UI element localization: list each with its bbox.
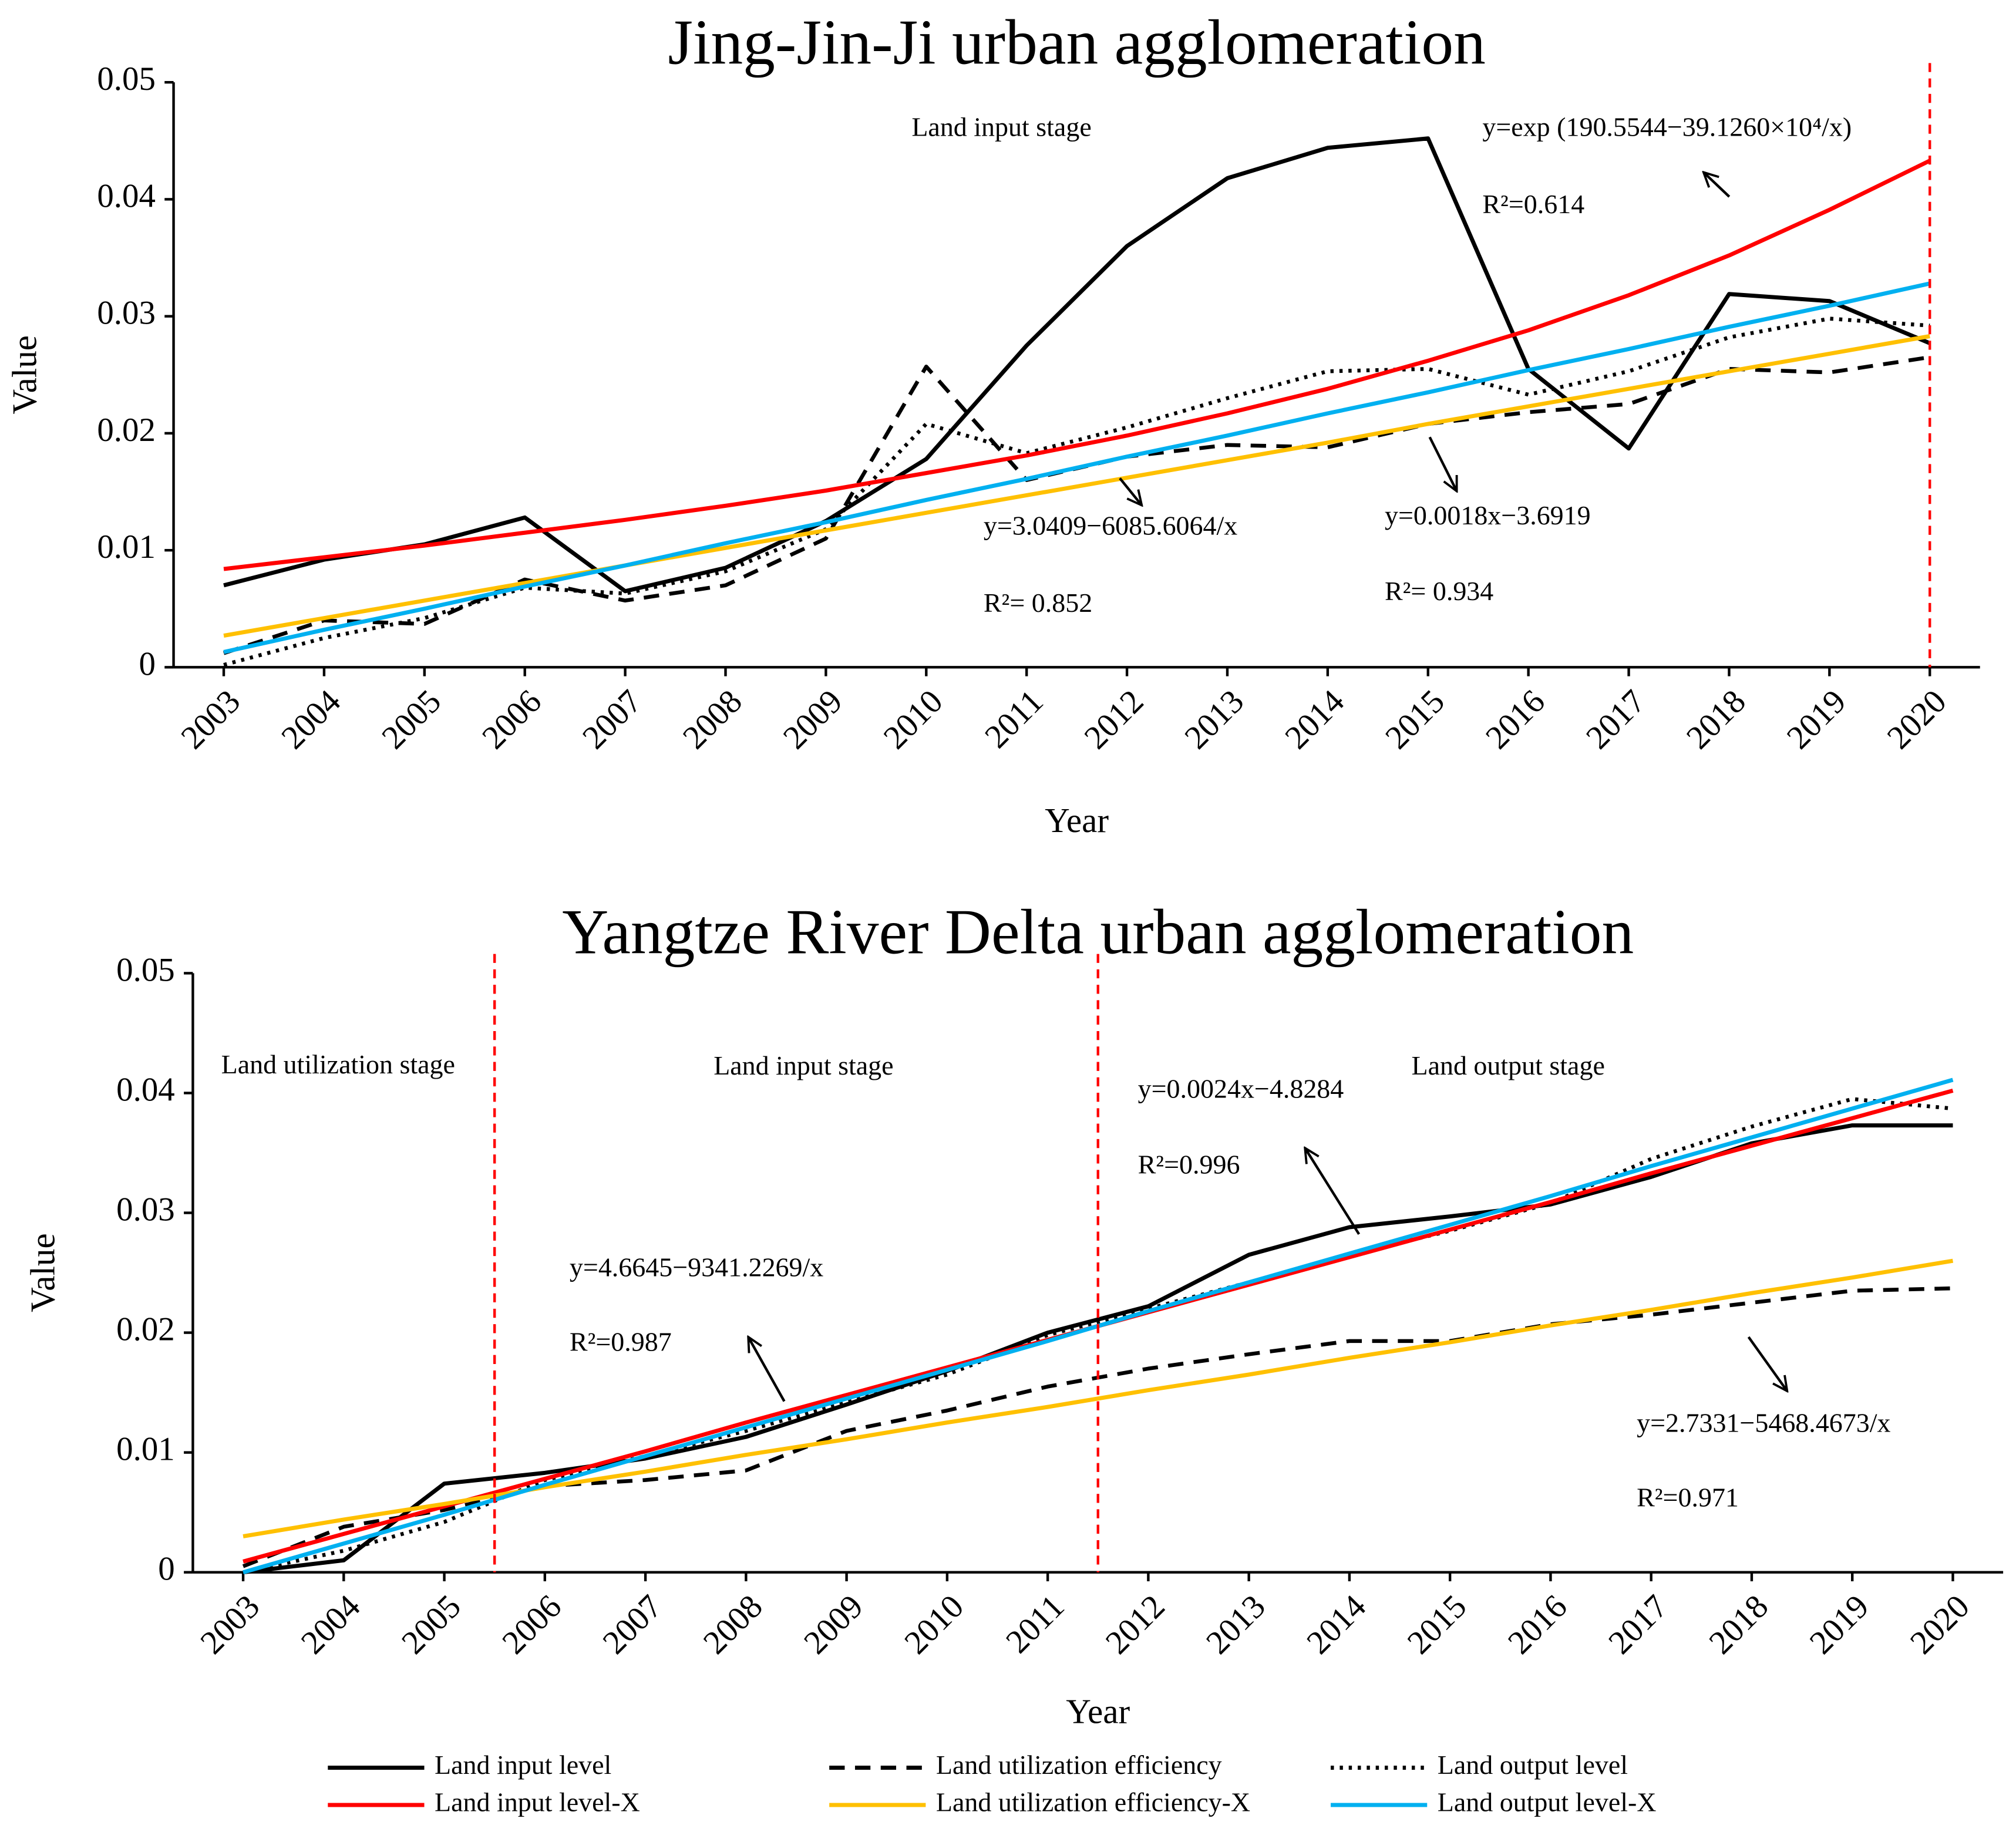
- arrow: [1747, 1336, 1788, 1391]
- legend-label: Land utilization efficiency-X: [936, 1787, 1250, 1817]
- y-tick-label: 0.01: [97, 528, 156, 565]
- arrow: [1119, 477, 1142, 506]
- y-tick-label: 0: [139, 645, 155, 682]
- y-axis-label: Value: [5, 335, 44, 415]
- x-tick-label: 2018: [1702, 1588, 1775, 1661]
- legend-label: Land output level-X: [1438, 1787, 1657, 1817]
- x-axis-label: Year: [1045, 801, 1109, 840]
- x-tick-label: 2005: [375, 683, 448, 756]
- x-tick-label: 2012: [1077, 683, 1150, 756]
- x-tick-label: 2004: [274, 683, 348, 756]
- arrow: [1428, 436, 1458, 491]
- arrow: [1305, 1148, 1361, 1235]
- x-tick-label: 2006: [495, 1588, 568, 1661]
- x-tick-label: 2007: [595, 1588, 669, 1661]
- x-tick-label: 2016: [1479, 683, 1552, 756]
- annotation: R²=0.614: [1482, 189, 1584, 219]
- legend-label: Land input level: [435, 1750, 611, 1780]
- y-tick-label: 0.04: [97, 177, 156, 214]
- y-tick-label: 0.01: [116, 1431, 175, 1468]
- x-tick-label: 2003: [174, 683, 247, 756]
- annotation: R²=0.996: [1138, 1150, 1240, 1180]
- annotation: R²=0.987: [570, 1327, 672, 1357]
- legend-label: Land utilization efficiency: [936, 1750, 1222, 1780]
- arrow: [1704, 172, 1731, 198]
- x-tick-label: 2019: [1780, 683, 1853, 756]
- y-tick-label: 0.04: [116, 1072, 175, 1109]
- y-tick-label: 0.05: [97, 60, 156, 97]
- x-tick-label: 2010: [877, 683, 950, 756]
- annotation: R²= 0.934: [1385, 576, 1493, 606]
- data-line: [223, 334, 1930, 638]
- x-tick-label: 2011: [999, 1588, 1072, 1661]
- annotation: R²= 0.852: [984, 588, 1092, 618]
- data-line: [223, 136, 1931, 594]
- y-tick-label: 0.05: [116, 951, 175, 988]
- data-line: [243, 1097, 1953, 1574]
- x-tick-label: 2006: [475, 683, 548, 756]
- x-tick-label: 2016: [1501, 1588, 1574, 1661]
- data-line: [223, 281, 1931, 654]
- x-tick-label: 2007: [575, 683, 649, 756]
- x-tick-label: 2020: [1880, 683, 1954, 756]
- y-tick-label: 0: [158, 1551, 174, 1588]
- y-tick-label: 0.03: [97, 295, 156, 332]
- x-tick-label: 2015: [1400, 1588, 1473, 1661]
- annotation: y=exp (190.5544−39.1260×10⁴/x): [1482, 112, 1852, 142]
- x-tick-label: 2017: [1601, 1588, 1675, 1661]
- x-tick-label: 2014: [1300, 1588, 1373, 1661]
- x-tick-label: 2013: [1199, 1588, 1273, 1661]
- legend-label: Land input level-X: [435, 1787, 640, 1817]
- x-tick-label: 2009: [776, 683, 850, 756]
- x-tick-label: 2012: [1099, 1588, 1172, 1661]
- y-tick-label: 0.02: [116, 1311, 175, 1348]
- x-tick-label: 2005: [395, 1588, 468, 1661]
- annotation: y=4.6645−9341.2269/x: [570, 1252, 823, 1282]
- x-tick-label: 2013: [1177, 683, 1251, 756]
- annotation: y=3.0409−6085.6064/x: [984, 510, 1237, 540]
- x-axis-label: Year: [1066, 1692, 1130, 1730]
- x-tick-label: 2010: [897, 1588, 971, 1661]
- data-line: [243, 1123, 1953, 1575]
- y-tick-label: 0.02: [97, 412, 156, 449]
- annotation: Land input stage: [713, 1050, 893, 1080]
- y-axis-label: Value: [23, 1233, 62, 1312]
- x-tick-label: 2020: [1903, 1588, 1977, 1661]
- annotation: y=0.0024x−4.8284: [1138, 1073, 1344, 1103]
- annotation: y=2.7331−5468.4673/x: [1637, 1408, 1890, 1438]
- x-tick-label: 2018: [1680, 683, 1753, 756]
- x-tick-label: 2008: [676, 683, 749, 756]
- annotation: y=0.0018x−3.6919: [1385, 500, 1591, 530]
- x-tick-label: 2015: [1378, 683, 1452, 756]
- x-tick-label: 2014: [1278, 683, 1351, 756]
- legend-label: Land output level: [1438, 1750, 1628, 1780]
- x-tick-label: 2004: [294, 1588, 368, 1661]
- x-tick-label: 2019: [1803, 1588, 1876, 1661]
- x-tick-label: 2011: [978, 683, 1051, 756]
- annotation: R²=0.971: [1637, 1483, 1739, 1513]
- x-tick-label: 2017: [1579, 683, 1652, 756]
- data-line: [223, 159, 1931, 571]
- annotation: Land output stage: [1411, 1050, 1604, 1080]
- arrow: [748, 1337, 786, 1402]
- chart-title: Jing-Jin-Ji urban agglomeration: [668, 6, 1485, 78]
- y-tick-label: 0.03: [116, 1191, 175, 1228]
- x-tick-label: 2008: [696, 1588, 770, 1661]
- x-tick-label: 2003: [193, 1588, 267, 1661]
- x-tick-label: 2009: [797, 1588, 870, 1661]
- annotation: Land input stage: [911, 112, 1091, 142]
- annotation: Land utilization stage: [221, 1049, 455, 1079]
